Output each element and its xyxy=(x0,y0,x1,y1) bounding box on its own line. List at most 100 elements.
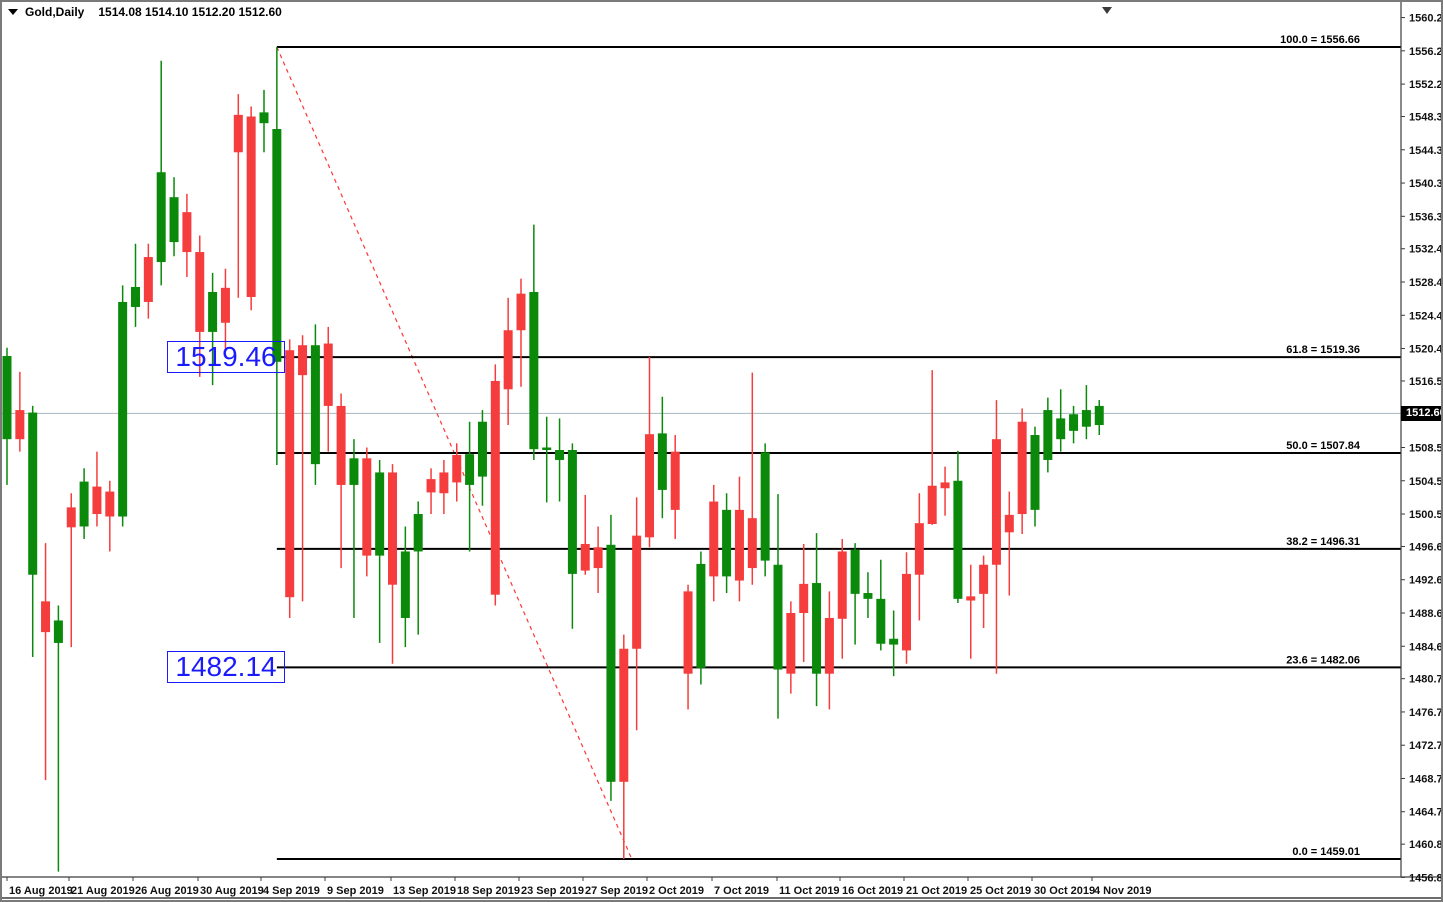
candle-body xyxy=(1094,405,1104,426)
time-tick-label: 13 Sep 2019 xyxy=(393,885,456,897)
price-tick-label: 1556.20 xyxy=(1409,46,1443,58)
candle-body xyxy=(118,301,128,517)
symbol-dropdown-icon[interactable] xyxy=(8,9,18,15)
candle-body xyxy=(208,291,218,332)
price-tick-label: 1560.20 xyxy=(1409,13,1443,25)
candle-body xyxy=(953,480,963,599)
price-tick-label: 1536.30 xyxy=(1409,211,1443,223)
candle-body xyxy=(388,472,397,585)
candle-body xyxy=(323,343,333,406)
candle-body xyxy=(285,350,295,598)
candle-body xyxy=(1069,414,1079,431)
candle-body xyxy=(889,638,899,645)
price-tick-label: 1528.40 xyxy=(1409,277,1443,289)
time-tick-label: 9 Sep 2019 xyxy=(327,885,384,897)
time-tick-label: 25 Oct 2019 xyxy=(970,885,1031,897)
price-tick-label: 1500.50 xyxy=(1409,509,1443,521)
price-tick-label: 1460.80 xyxy=(1409,839,1443,851)
price-tick-label: 1544.30 xyxy=(1409,145,1443,157)
price-tick-label: 1464.70 xyxy=(1409,807,1443,819)
price-tick-label: 1484.60 xyxy=(1409,641,1443,653)
time-tick-label: 4 Nov 2019 xyxy=(1094,885,1151,897)
candle-body xyxy=(914,523,924,575)
candle-body xyxy=(426,479,436,493)
candle-body xyxy=(580,543,590,571)
candle-body xyxy=(1081,410,1091,427)
candle-body xyxy=(722,509,732,577)
candle-body xyxy=(310,345,320,465)
candle-body xyxy=(336,405,346,485)
candle-body xyxy=(619,648,629,782)
fib-level-label: 23.6 = 1482.06 xyxy=(1286,654,1360,666)
price-tick-label: 1468.70 xyxy=(1409,773,1443,785)
candle-body xyxy=(902,573,911,651)
candle-body xyxy=(92,486,102,515)
candle-body xyxy=(876,598,886,644)
price-tick-label: 1532.40 xyxy=(1409,244,1443,256)
candle-body xyxy=(195,252,205,332)
candle-body xyxy=(709,501,719,577)
price-tick-label: 1508.50 xyxy=(1409,442,1443,454)
candle-body xyxy=(400,551,410,618)
candle-body xyxy=(182,212,192,253)
candle-body xyxy=(734,509,744,581)
candle-body xyxy=(632,535,642,649)
plot-area[interactable]: 100.0 = 1556.66 61.8 = 1519.36 50.0 = 1507… xyxy=(2,34,1401,872)
candle-body xyxy=(786,612,796,674)
candle-body xyxy=(516,293,526,331)
chart-symbol-period: Gold,Daily xyxy=(25,5,85,19)
candle-body xyxy=(169,197,179,243)
fib-level-label: 38.2 = 1496.31 xyxy=(1286,536,1360,548)
candle-body xyxy=(362,458,372,556)
time-tick-label: 16 Oct 2019 xyxy=(842,885,903,897)
candle-body xyxy=(439,472,449,494)
price-tick-label: 1524.40 xyxy=(1409,310,1443,322)
price-tick-label: 1540.30 xyxy=(1409,178,1443,190)
price-level-flag-upper[interactable]: 1519.46 xyxy=(167,341,285,374)
candle-body xyxy=(15,410,25,440)
candle-body xyxy=(28,412,38,575)
time-tick-label: 27 Sep 2019 xyxy=(585,885,648,897)
candle-body xyxy=(490,380,500,595)
fib-level-label: 0.0 = 1459.01 xyxy=(1292,846,1360,858)
candle-body xyxy=(760,452,770,561)
time-tick-label: 26 Aug 2019 xyxy=(135,885,199,897)
candle-body xyxy=(1056,418,1066,440)
candle-body xyxy=(812,583,822,674)
time-tick-label: 7 Oct 2019 xyxy=(714,885,769,897)
candle-body xyxy=(246,116,256,297)
price-tick-label: 1472.70 xyxy=(1409,740,1443,752)
current-price-badge: 1512.60 xyxy=(1401,405,1441,421)
candle-body xyxy=(799,583,809,613)
price-tick-label: 1548.30 xyxy=(1409,112,1443,124)
chart-shift-marker-icon[interactable] xyxy=(1102,7,1112,14)
price-tick-label: 1552.20 xyxy=(1409,79,1443,91)
fib-level-label: 50.0 = 1507.84 xyxy=(1286,440,1361,452)
candle-body xyxy=(966,596,976,601)
candle-body xyxy=(79,481,89,527)
time-tick-label: 23 Sep 2019 xyxy=(521,885,584,897)
candle-body xyxy=(503,330,513,390)
time-tick-label: 4 Sep 2019 xyxy=(263,885,320,897)
candle-body xyxy=(555,449,565,460)
price-tick-label: 1488.60 xyxy=(1409,608,1443,620)
price-level-flag-lower[interactable]: 1482.14 xyxy=(167,651,285,684)
candle-body xyxy=(863,593,873,599)
chart-title-bar: Gold,Daily 1514.08 1514.10 1512.20 1512.… xyxy=(8,5,282,19)
time-tick-label: 30 Aug 2019 xyxy=(200,885,264,897)
candle-body xyxy=(413,514,423,552)
candle-body xyxy=(696,563,706,668)
candle-body xyxy=(683,591,693,674)
candle-body xyxy=(131,286,140,307)
time-tick-label: 21 Aug 2019 xyxy=(71,885,135,897)
candle-body xyxy=(645,434,654,538)
candle-body xyxy=(747,518,757,569)
candle-body xyxy=(1004,514,1014,533)
time-tick-label: 11 Oct 2019 xyxy=(779,885,840,897)
candle-body xyxy=(375,472,385,556)
candle-body xyxy=(979,564,989,594)
candle-body xyxy=(105,491,115,517)
candle-body xyxy=(940,482,950,489)
